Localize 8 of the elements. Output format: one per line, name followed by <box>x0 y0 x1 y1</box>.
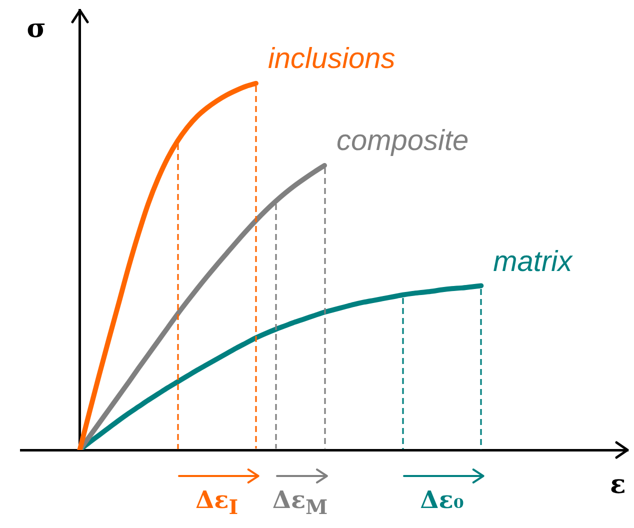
text: Δε$_{I}$ <box>196 485 238 519</box>
series-label: matrix <box>493 246 572 278</box>
x-axis-title: ε <box>610 470 626 500</box>
y-axis-title: σ <box>26 14 46 44</box>
text: Δε₀ <box>420 485 464 514</box>
series-label: inclusions <box>268 43 396 76</box>
text: Δε$_{M}$ <box>272 485 328 519</box>
series-label: composite <box>336 125 469 158</box>
